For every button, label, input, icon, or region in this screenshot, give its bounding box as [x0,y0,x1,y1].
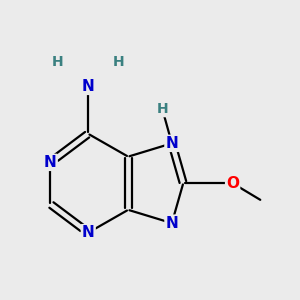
Text: O: O [226,176,239,191]
Text: H: H [113,55,124,69]
Text: H: H [157,102,168,116]
Text: N: N [166,136,178,151]
Text: H: H [52,55,64,69]
Text: N: N [166,216,178,231]
Text: N: N [82,79,94,94]
Text: N: N [44,155,57,170]
Text: N: N [82,225,94,240]
